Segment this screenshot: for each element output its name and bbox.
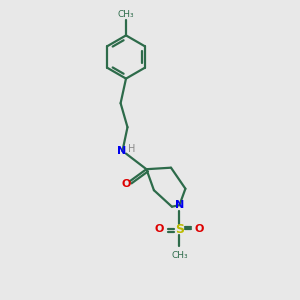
Text: S: S [175, 223, 184, 236]
Text: O: O [155, 224, 164, 234]
Text: N: N [117, 146, 126, 156]
Text: CH₃: CH₃ [118, 10, 134, 19]
Text: N: N [175, 200, 184, 210]
Text: H: H [128, 144, 135, 154]
Text: O: O [121, 178, 130, 189]
Text: CH₃: CH₃ [171, 251, 188, 260]
Text: O: O [194, 224, 204, 234]
